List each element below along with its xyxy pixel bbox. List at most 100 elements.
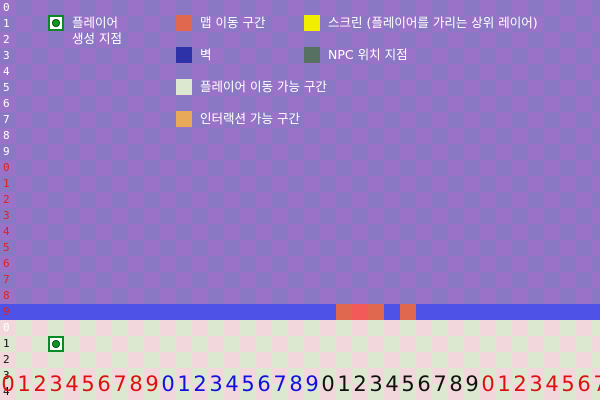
walkable-tile (304, 336, 320, 352)
walkable-tile (352, 320, 368, 336)
empty-tile (560, 16, 576, 32)
empty-tile (576, 0, 592, 16)
row-label: 8 (3, 129, 10, 142)
empty-tile (48, 64, 64, 80)
empty-tile (224, 128, 240, 144)
empty-tile (592, 288, 600, 304)
walkable-tile (512, 352, 528, 368)
empty-tile (320, 208, 336, 224)
walkable-tile (224, 336, 240, 352)
empty-tile (256, 16, 272, 32)
empty-tile (0, 160, 16, 176)
row-label: 0 (3, 1, 10, 14)
empty-tile (112, 192, 128, 208)
empty-tile (560, 160, 576, 176)
empty-tile (432, 224, 448, 240)
empty-tile (208, 64, 224, 80)
empty-tile (384, 240, 400, 256)
empty-tile (368, 192, 384, 208)
empty-tile (336, 288, 352, 304)
walkable-tile (368, 384, 384, 400)
empty-tile (64, 176, 80, 192)
column-label: 8 (289, 372, 303, 396)
empty-tile (464, 208, 480, 224)
empty-tile (0, 128, 16, 144)
empty-tile (176, 192, 192, 208)
empty-tile (464, 48, 480, 64)
empty-tile (288, 64, 304, 80)
empty-tile (512, 256, 528, 272)
empty-tile (96, 144, 112, 160)
empty-tile (416, 240, 432, 256)
empty-tile (352, 256, 368, 272)
empty-tile (48, 240, 64, 256)
empty-tile (416, 128, 432, 144)
walkable-tile (528, 352, 544, 368)
empty-tile (480, 176, 496, 192)
empty-tile (576, 288, 592, 304)
empty-tile (80, 208, 96, 224)
walkable-tile (0, 352, 16, 368)
empty-tile (208, 16, 224, 32)
empty-tile (512, 80, 528, 96)
walkable-tile (96, 384, 112, 400)
walkable-tile (128, 384, 144, 400)
empty-tile (384, 176, 400, 192)
empty-tile (592, 240, 600, 256)
walkable-tile (288, 368, 304, 384)
walkable-tile (400, 320, 416, 336)
empty-tile (464, 0, 480, 16)
wall-tile (464, 304, 480, 320)
empty-tile (368, 64, 384, 80)
empty-tile (432, 160, 448, 176)
empty-tile (448, 272, 464, 288)
walkable-tile (192, 384, 208, 400)
empty-tile (128, 176, 144, 192)
empty-tile (400, 16, 416, 32)
empty-tile (384, 48, 400, 64)
walkable-tile (528, 384, 544, 400)
empty-tile (96, 64, 112, 80)
walkable-tile (432, 368, 448, 384)
walkable-tile (128, 352, 144, 368)
empty-tile (384, 0, 400, 16)
walkable-tile (560, 320, 576, 336)
empty-tile (368, 208, 384, 224)
walkable-tile (272, 352, 288, 368)
empty-tile (448, 192, 464, 208)
empty-tile (496, 288, 512, 304)
empty-tile (560, 208, 576, 224)
empty-tile (416, 256, 432, 272)
walkable-tile (48, 320, 64, 336)
empty-tile (128, 128, 144, 144)
empty-tile (176, 288, 192, 304)
empty-tile (352, 80, 368, 96)
empty-tile (224, 48, 240, 64)
empty-tile (592, 192, 600, 208)
empty-tile (112, 80, 128, 96)
empty-tile (576, 240, 592, 256)
empty-tile (144, 80, 160, 96)
empty-tile (320, 288, 336, 304)
empty-tile (80, 0, 96, 16)
empty-tile (560, 32, 576, 48)
empty-tile (560, 128, 576, 144)
empty-tile (592, 48, 600, 64)
walkable-tile (448, 336, 464, 352)
empty-tile (64, 240, 80, 256)
wall-tile (80, 304, 96, 320)
empty-tile (400, 144, 416, 160)
empty-tile (16, 272, 32, 288)
empty-tile (272, 288, 288, 304)
walkable-tile (496, 336, 512, 352)
empty-tile (48, 48, 64, 64)
empty-tile (16, 224, 32, 240)
empty-tile (80, 64, 96, 80)
empty-tile (304, 0, 320, 16)
empty-tile (32, 272, 48, 288)
empty-tile (288, 112, 304, 128)
empty-tile (0, 16, 16, 32)
walkable-tile (544, 336, 560, 352)
empty-tile (144, 192, 160, 208)
empty-tile (352, 112, 368, 128)
